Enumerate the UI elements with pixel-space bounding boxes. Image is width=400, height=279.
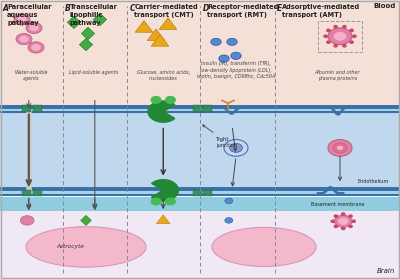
Circle shape — [211, 38, 221, 45]
Circle shape — [350, 29, 353, 32]
Circle shape — [349, 225, 352, 227]
Circle shape — [352, 220, 355, 222]
Circle shape — [151, 97, 161, 103]
Bar — [33, 105, 42, 112]
Ellipse shape — [26, 227, 146, 267]
Text: E: E — [277, 4, 282, 13]
Circle shape — [334, 225, 338, 227]
Circle shape — [20, 216, 34, 225]
Circle shape — [14, 14, 30, 25]
Polygon shape — [82, 27, 94, 40]
Circle shape — [151, 198, 161, 205]
Circle shape — [333, 143, 347, 153]
Text: A: A — [2, 4, 8, 13]
Polygon shape — [67, 16, 81, 28]
Bar — [0, 197, 400, 211]
Polygon shape — [81, 215, 91, 225]
Circle shape — [28, 42, 44, 53]
Bar — [193, 105, 202, 112]
Circle shape — [328, 28, 352, 45]
Circle shape — [328, 140, 352, 156]
Text: Blood: Blood — [374, 3, 396, 9]
Text: Lipid-soluble agents: Lipid-soluble agents — [70, 70, 118, 75]
Text: Glucose, amino acids,
nucleosides: Glucose, amino acids, nucleosides — [136, 70, 190, 81]
Circle shape — [334, 45, 337, 47]
Circle shape — [343, 45, 346, 47]
Circle shape — [337, 146, 343, 150]
Bar — [22, 190, 31, 196]
Bar — [203, 190, 212, 196]
Text: Adsorptive-mediated
transport (AMT): Adsorptive-mediated transport (AMT) — [282, 4, 360, 18]
Text: Basement membrane: Basement membrane — [311, 202, 365, 207]
Circle shape — [26, 22, 42, 33]
Text: Carrier-mediated
transport (CMT): Carrier-mediated transport (CMT) — [134, 4, 198, 18]
Bar — [0, 105, 400, 112]
Text: Astrocyte: Astrocyte — [56, 244, 84, 249]
Text: C: C — [130, 4, 135, 13]
Circle shape — [225, 198, 233, 204]
Circle shape — [334, 32, 346, 41]
Bar — [22, 105, 31, 112]
Bar — [0, 211, 400, 279]
Circle shape — [343, 26, 346, 28]
Text: Brain: Brain — [377, 268, 395, 274]
Bar — [203, 105, 212, 112]
Text: B: B — [65, 4, 71, 13]
Circle shape — [350, 41, 353, 43]
Circle shape — [342, 213, 345, 215]
Text: Paracellular
aqueous
pathway: Paracellular aqueous pathway — [7, 4, 52, 26]
Circle shape — [166, 97, 175, 103]
Text: D: D — [202, 4, 209, 13]
Circle shape — [19, 36, 29, 42]
Text: Tight
junction: Tight junction — [203, 125, 237, 148]
Polygon shape — [159, 18, 177, 30]
Text: Insulin (IR), transferrin (TfR),
low-density lipoprotein (LDL),
leptin, basigin,: Insulin (IR), transferrin (TfR), low-den… — [197, 61, 276, 79]
Bar — [33, 190, 42, 196]
Circle shape — [334, 215, 352, 227]
Circle shape — [231, 52, 241, 59]
Bar — [193, 190, 202, 196]
Bar — [0, 188, 400, 195]
Text: Endothelium: Endothelium — [358, 179, 389, 184]
Circle shape — [349, 215, 352, 217]
Circle shape — [16, 33, 32, 45]
Text: Receptor-mediated
transport (RMT): Receptor-mediated transport (RMT) — [207, 4, 278, 18]
Text: Water-soluble
agents: Water-soluble agents — [14, 70, 48, 81]
Circle shape — [17, 16, 27, 23]
Circle shape — [166, 198, 175, 205]
Circle shape — [219, 55, 229, 62]
Polygon shape — [151, 35, 169, 46]
Circle shape — [327, 29, 330, 32]
Polygon shape — [135, 21, 153, 32]
Polygon shape — [79, 39, 92, 51]
Circle shape — [225, 218, 233, 223]
Bar — [0, 0, 400, 109]
Circle shape — [230, 143, 242, 152]
Circle shape — [31, 44, 41, 51]
Polygon shape — [147, 29, 165, 41]
Polygon shape — [152, 180, 178, 201]
Circle shape — [331, 220, 334, 222]
Circle shape — [227, 38, 237, 45]
Polygon shape — [148, 101, 175, 122]
Polygon shape — [93, 13, 106, 26]
Circle shape — [338, 218, 348, 225]
Polygon shape — [156, 215, 170, 224]
Circle shape — [224, 140, 248, 156]
Circle shape — [327, 41, 330, 43]
Ellipse shape — [212, 227, 316, 266]
Circle shape — [342, 227, 345, 230]
Text: Transcellular
lipophilic
pathway: Transcellular lipophilic pathway — [70, 4, 118, 26]
Bar — [0, 113, 400, 188]
Circle shape — [334, 215, 338, 217]
Circle shape — [334, 26, 337, 28]
Circle shape — [324, 35, 327, 37]
Circle shape — [353, 35, 356, 37]
Circle shape — [29, 25, 39, 31]
Text: Albumin and other
plasma proteins: Albumin and other plasma proteins — [314, 70, 360, 81]
